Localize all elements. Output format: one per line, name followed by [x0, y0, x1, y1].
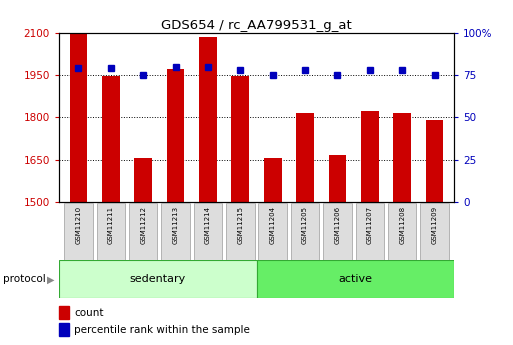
Text: active: active [338, 275, 372, 284]
FancyBboxPatch shape [59, 260, 256, 298]
Bar [59, 306, 69, 319]
FancyBboxPatch shape [323, 203, 352, 260]
FancyBboxPatch shape [64, 203, 93, 260]
Text: GSM11210: GSM11210 [75, 206, 82, 244]
Text: GSM11213: GSM11213 [172, 206, 179, 244]
Text: ▶: ▶ [47, 275, 55, 284]
Bar [328, 155, 346, 202]
Bar [70, 34, 87, 202]
Bar [264, 158, 282, 202]
Text: GSM11209: GSM11209 [431, 206, 438, 244]
FancyBboxPatch shape [388, 203, 417, 260]
Bar [426, 120, 443, 202]
Text: sedentary: sedentary [130, 275, 186, 284]
Text: GSM11207: GSM11207 [367, 206, 373, 244]
Text: GSM11208: GSM11208 [399, 206, 405, 244]
Text: GSM11215: GSM11215 [238, 206, 243, 244]
FancyBboxPatch shape [96, 203, 125, 260]
Bar [134, 158, 152, 202]
Bar [199, 37, 217, 202]
Text: GSM11211: GSM11211 [108, 206, 114, 244]
Text: percentile rank within the sample: percentile rank within the sample [74, 325, 250, 335]
Text: GSM11214: GSM11214 [205, 206, 211, 244]
Bar [393, 112, 411, 202]
FancyBboxPatch shape [420, 203, 449, 260]
Text: protocol: protocol [3, 275, 45, 284]
FancyBboxPatch shape [356, 203, 384, 260]
Bar [296, 113, 314, 202]
Text: GSM11204: GSM11204 [270, 206, 275, 244]
Text: count: count [74, 308, 104, 317]
Bar [167, 69, 185, 202]
FancyBboxPatch shape [194, 203, 222, 260]
Bar [231, 76, 249, 202]
Text: GSM11205: GSM11205 [302, 206, 308, 244]
FancyBboxPatch shape [259, 203, 287, 260]
FancyBboxPatch shape [256, 260, 454, 298]
Text: GSM11212: GSM11212 [140, 206, 146, 244]
FancyBboxPatch shape [129, 203, 157, 260]
Text: GSM11206: GSM11206 [334, 206, 341, 244]
FancyBboxPatch shape [226, 203, 254, 260]
FancyBboxPatch shape [161, 203, 190, 260]
Bar [59, 323, 69, 336]
FancyBboxPatch shape [291, 203, 319, 260]
Title: GDS654 / rc_AA799531_g_at: GDS654 / rc_AA799531_g_at [161, 19, 352, 32]
Bar [102, 76, 120, 202]
Bar [361, 111, 379, 202]
